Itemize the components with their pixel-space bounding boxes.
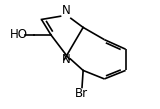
- Text: Br: Br: [75, 87, 88, 100]
- Text: HO: HO: [10, 28, 28, 41]
- Text: N: N: [62, 53, 71, 66]
- Text: N: N: [62, 4, 71, 17]
